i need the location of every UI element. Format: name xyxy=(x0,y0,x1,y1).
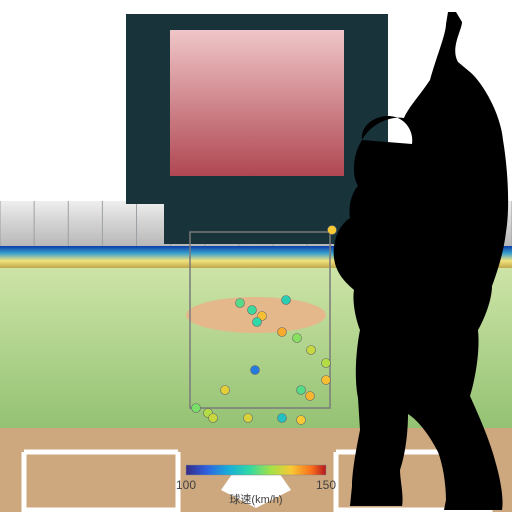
pitch-marker xyxy=(307,346,316,355)
pitch-marker xyxy=(248,306,257,315)
scoreboard-support xyxy=(164,204,350,244)
colorbar xyxy=(186,465,326,475)
scoreboard-screen xyxy=(170,30,344,176)
pitch-marker xyxy=(221,386,230,395)
pitch-marker xyxy=(306,392,315,401)
pitch-marker xyxy=(328,226,337,235)
colorbar-tick: 100 xyxy=(176,478,196,492)
pitch-marker xyxy=(278,414,287,423)
pitch-marker xyxy=(244,414,253,423)
pitch-marker xyxy=(293,334,302,343)
pitch-marker xyxy=(251,366,260,375)
pitch-marker xyxy=(209,414,218,423)
pitch-marker xyxy=(322,376,331,385)
pitch-marker xyxy=(278,328,287,337)
pitch-marker xyxy=(192,404,201,413)
pitch-marker xyxy=(297,386,306,395)
pitch-marker xyxy=(236,299,245,308)
pitch-marker xyxy=(297,416,306,425)
colorbar-label: 球速(km/h) xyxy=(229,492,282,506)
pitchers-mound xyxy=(186,297,326,333)
pitch-marker xyxy=(282,296,291,305)
pitch-marker xyxy=(322,359,331,368)
pitch-marker xyxy=(253,318,262,327)
colorbar-tick: 150 xyxy=(316,478,336,492)
